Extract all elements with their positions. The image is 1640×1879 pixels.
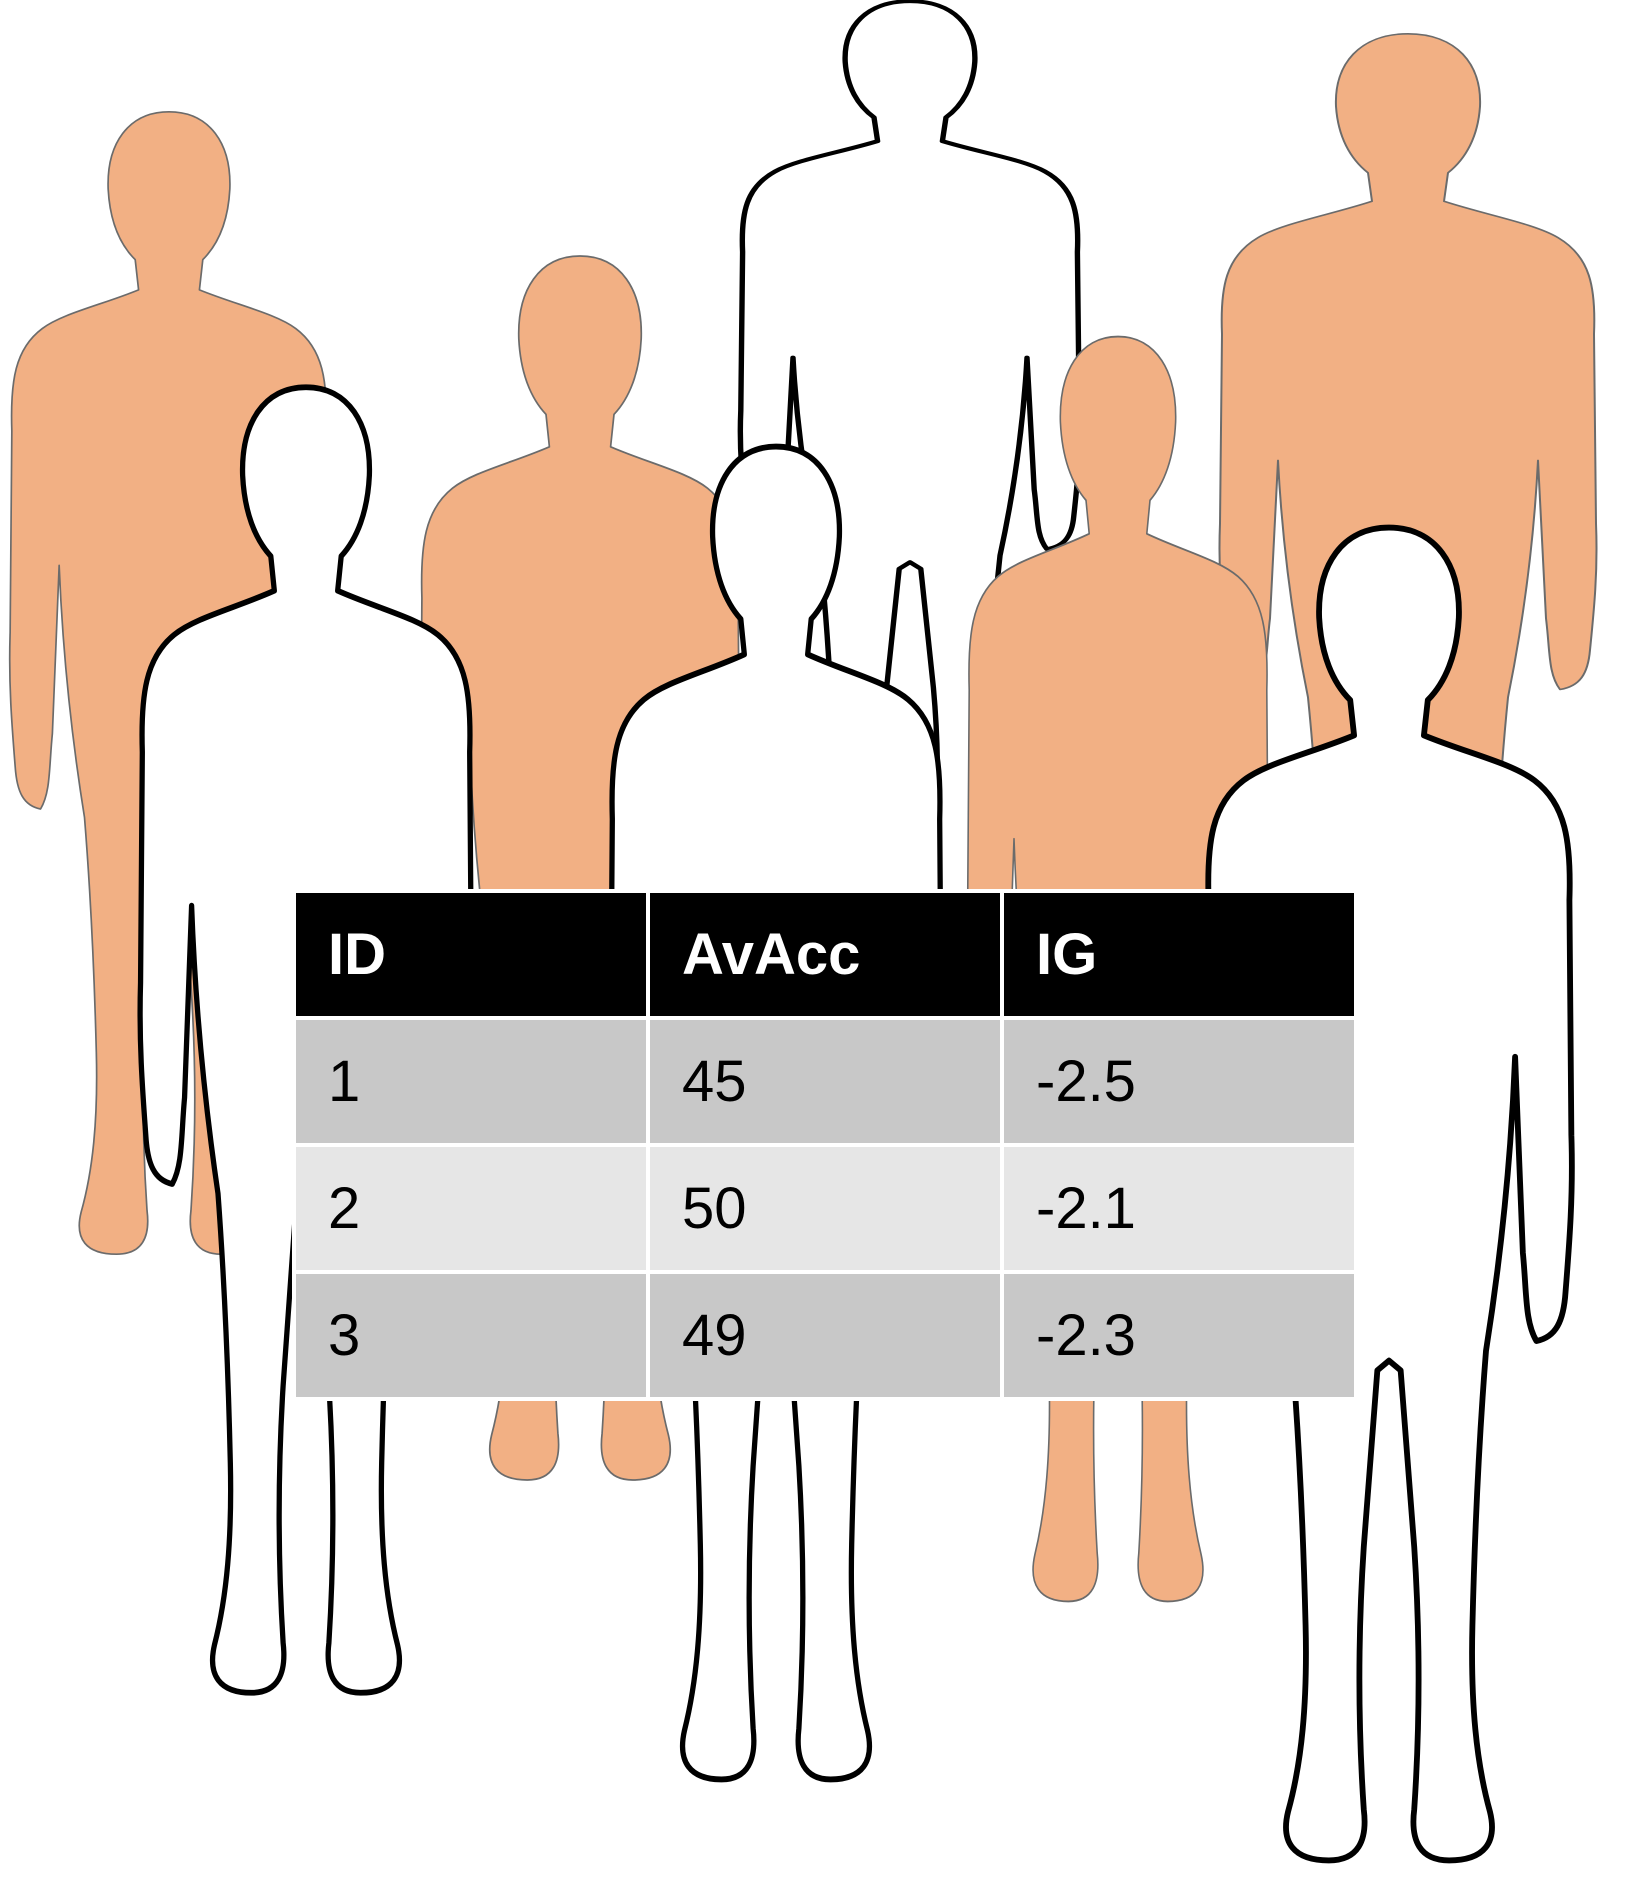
header-ig: IG bbox=[1004, 893, 1354, 1016]
cell-ig: -2.1 bbox=[1004, 1147, 1354, 1270]
cell-id: 1 bbox=[296, 1020, 646, 1143]
table-row: 2 50 -2.1 bbox=[296, 1147, 1354, 1270]
cell-ig: -2.5 bbox=[1004, 1020, 1354, 1143]
cell-ig: -2.3 bbox=[1004, 1274, 1354, 1397]
cell-avacc: 45 bbox=[650, 1020, 1000, 1143]
cell-avacc: 50 bbox=[650, 1147, 1000, 1270]
header-avacc: AvAcc bbox=[650, 893, 1000, 1016]
table-row: 1 45 -2.5 bbox=[296, 1020, 1354, 1143]
cell-avacc: 49 bbox=[650, 1274, 1000, 1397]
table-row: 3 49 -2.3 bbox=[296, 1274, 1354, 1397]
cell-id: 2 bbox=[296, 1147, 646, 1270]
table-header-row: ID AvAcc IG bbox=[296, 893, 1354, 1016]
results-table: ID AvAcc IG 1 45 -2.5 2 50 -2.1 3 49 -2.… bbox=[292, 889, 1358, 1401]
header-id: ID bbox=[296, 893, 646, 1016]
cell-id: 3 bbox=[296, 1274, 646, 1397]
